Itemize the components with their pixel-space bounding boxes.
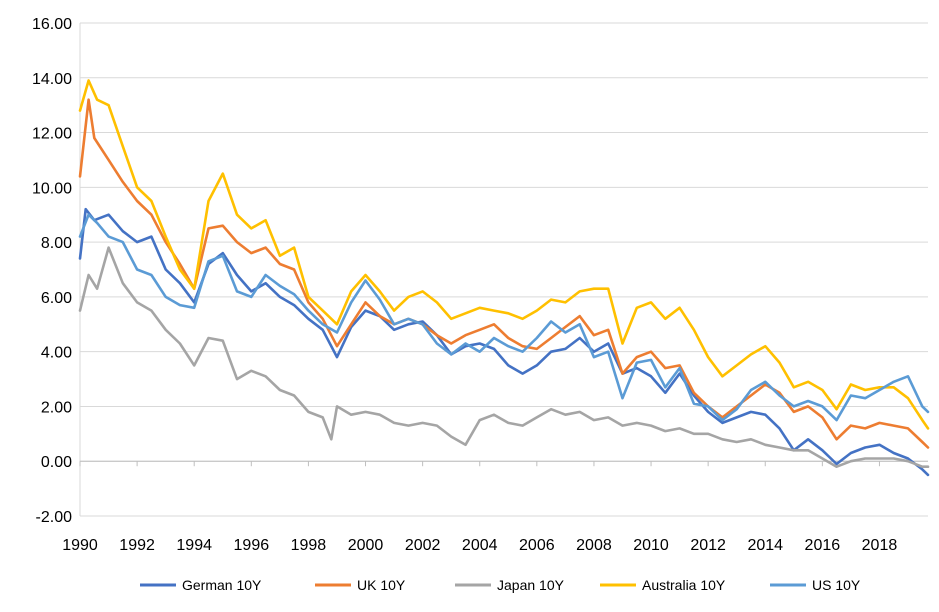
x-tick-label: 1994 — [176, 537, 212, 554]
x-tick-label: 2000 — [348, 537, 384, 554]
x-tick-label: 2014 — [747, 537, 783, 554]
x-tick-label: 1990 — [62, 537, 98, 554]
y-tick-label: 2.00 — [41, 399, 72, 416]
series-line-japan-10y — [78, 246, 930, 469]
x-tick-label: 2016 — [805, 537, 841, 554]
x-tick-label: 2004 — [462, 537, 498, 554]
legend-label: Japan 10Y — [497, 577, 565, 593]
y-tick-label: 12.00 — [32, 126, 72, 143]
y-tick-label: 8.00 — [41, 235, 72, 252]
x-tick-label: 2006 — [519, 537, 555, 554]
y-tick-label: 14.00 — [32, 71, 72, 88]
x-tick-label: 1996 — [234, 537, 270, 554]
y-tick-label: -2.00 — [36, 509, 73, 526]
y-tick-label: 6.00 — [41, 290, 72, 307]
axes: -2.00 0.00 2.00 4.00 6.00 8.00 10.00 12.00 14.00… — [32, 16, 928, 554]
legend-label: German 10Y — [182, 577, 262, 593]
y-tick-label: 16.00 — [32, 16, 72, 33]
legend-label: UK 10Y — [357, 577, 406, 593]
y-tick-label: 0.00 — [41, 454, 72, 471]
x-tick-label: 2008 — [576, 537, 612, 554]
series-line-australia-10y — [78, 79, 930, 430]
x-tick-label: 2012 — [690, 537, 726, 554]
x-tick-label: 1992 — [119, 537, 155, 554]
series-line-uk-10y — [78, 98, 930, 449]
series-lines — [78, 79, 930, 477]
y-tick-label: 4.00 — [41, 345, 72, 362]
y-tick-label: 10.00 — [32, 180, 72, 197]
legend: German 10Y UK 10Y Japan 10Y Australia 10Y US… — [140, 577, 861, 593]
series-line-us-10y — [78, 213, 930, 422]
x-tick-label: 2002 — [405, 537, 441, 554]
legend-label: US 10Y — [812, 577, 861, 593]
series-line-german-10y — [78, 207, 930, 477]
x-tick-label: 2010 — [633, 537, 669, 554]
x-tick-label: 2018 — [862, 537, 898, 554]
x-tick-label: 1998 — [291, 537, 327, 554]
legend-label: Australia 10Y — [642, 577, 726, 593]
